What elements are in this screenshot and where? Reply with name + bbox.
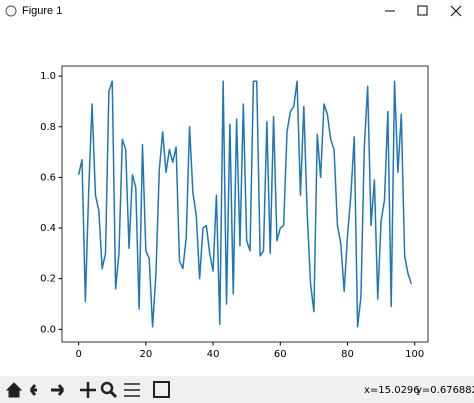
home-button[interactable]	[5, 382, 23, 398]
title-bar	[0, 0, 474, 24]
y-tick-label: 0.6	[40, 172, 56, 183]
x-tick-label: 80	[341, 349, 354, 360]
window-title: Figure 1	[22, 5, 62, 17]
data-line	[77, 80, 413, 328]
configure-button[interactable]	[124, 383, 140, 397]
plot-area	[61, 65, 429, 343]
forward-button[interactable]	[51, 384, 65, 396]
x-tick-label: 0	[75, 349, 81, 360]
y-tick-label: 0.8	[40, 122, 56, 133]
pan-button[interactable]	[80, 382, 96, 398]
x-tick-label: 40	[207, 349, 220, 360]
status-x: x=15.0296	[364, 385, 420, 396]
close-button[interactable]	[450, 5, 462, 17]
y-tick-label: 0.0	[40, 324, 56, 335]
toolbar	[0, 376, 474, 403]
x-tick-label: 60	[274, 349, 287, 360]
y-tick-label: 0.4	[40, 223, 56, 234]
x-tick-label: 100	[405, 349, 424, 360]
x-tick-label: 20	[139, 349, 152, 360]
y-tick-label: 0.2	[40, 274, 56, 285]
toolbar-buttons	[5, 381, 170, 399]
maximize-button[interactable]	[417, 5, 428, 16]
save-button[interactable]	[153, 381, 170, 398]
y-tick-label: 1.0	[40, 71, 56, 82]
zoom-handle	[109, 390, 118, 399]
back-button[interactable]	[29, 384, 37, 396]
zoom-button[interactable]	[100, 381, 114, 395]
status-y: y=0.676882	[416, 385, 474, 396]
app-icon	[5, 5, 17, 17]
